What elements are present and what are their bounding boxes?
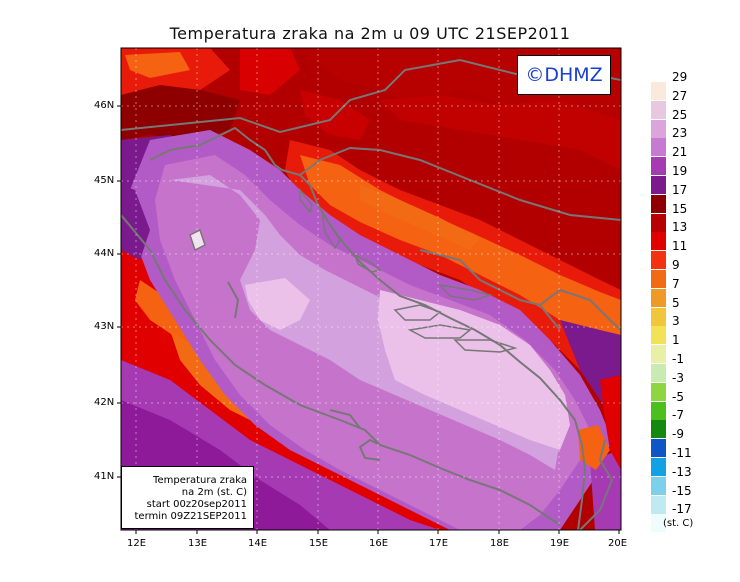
- colorbar-label: 21: [672, 145, 687, 159]
- colorbar-swatch: [651, 251, 666, 269]
- colorbar-label: -7: [672, 408, 684, 422]
- colorbar-label: 29: [672, 70, 687, 84]
- dhmz-logo: ©DHMZ: [517, 55, 611, 95]
- colorbar-label: 3: [672, 314, 680, 328]
- lat-label: 42N: [94, 397, 114, 408]
- info-line-3: start 00z20sep2011: [122, 499, 247, 511]
- lat-label: 46N: [94, 100, 114, 111]
- colorbar-swatch: [651, 195, 666, 213]
- colorbar-swatch: [651, 176, 666, 194]
- lon-label: 15E: [309, 538, 328, 549]
- info-line-2: na 2m (st. C): [122, 487, 247, 499]
- colorbar-label: 1: [672, 333, 680, 347]
- colorbar-label: 27: [672, 89, 687, 103]
- colorbar-label: 9: [672, 258, 680, 272]
- colorbar-label: 25: [672, 108, 687, 122]
- colorbar-swatch: [651, 364, 666, 382]
- colorbar-label: 7: [672, 277, 680, 291]
- colorbar-swatch: [651, 101, 666, 119]
- lat-label: 43N: [94, 321, 114, 332]
- colorbar-swatch: [651, 383, 666, 401]
- lon-label: 14E: [248, 538, 267, 549]
- colorbar-label: -1: [672, 352, 684, 366]
- colorbar-label: -3: [672, 371, 684, 385]
- colorbar-swatch: [651, 420, 666, 438]
- colorbar-swatch: [651, 402, 666, 420]
- colorbar-unit: (st. C): [663, 518, 693, 529]
- colorbar-swatch: [651, 477, 666, 495]
- lon-label: 20E: [608, 538, 627, 549]
- colorbar-swatch: [651, 326, 666, 344]
- lon-label: 16E: [369, 538, 388, 549]
- colorbar-swatch: [651, 308, 666, 326]
- lat-label: 44N: [94, 248, 114, 259]
- colorbar-swatch: [651, 120, 666, 138]
- colorbar-label: 11: [672, 239, 687, 253]
- info-box: Temperatura zraka na 2m (st. C) start 00…: [121, 466, 254, 529]
- colorbar-label: 17: [672, 183, 687, 197]
- lon-label: 19E: [550, 538, 569, 549]
- colorbar-swatch: [651, 496, 666, 514]
- colorbar-swatch: [651, 214, 666, 232]
- colorbar-swatch: [651, 345, 666, 363]
- colorbar-label: 19: [672, 164, 687, 178]
- colorbar-label: 23: [672, 126, 687, 140]
- lat-label: 45N: [94, 175, 114, 186]
- colorbar-label: 15: [672, 202, 687, 216]
- lon-label: 12E: [127, 538, 146, 549]
- lon-label: 13E: [188, 538, 207, 549]
- colorbar-label: 5: [672, 296, 680, 310]
- lon-label: 17E: [429, 538, 448, 549]
- colorbar-swatch: [651, 289, 666, 307]
- colorbar-label: 13: [672, 220, 687, 234]
- info-line-4: termin 09Z21SEP2011: [122, 511, 247, 523]
- colorbar-label: -9: [672, 427, 684, 441]
- colorbar-swatch: [651, 82, 666, 100]
- colorbar-swatch: [651, 458, 666, 476]
- lon-label: 18E: [490, 538, 509, 549]
- colorbar-swatch: [651, 138, 666, 156]
- lat-label: 41N: [94, 471, 114, 482]
- colorbar-label: -11: [672, 446, 692, 460]
- colorbar-label: -5: [672, 390, 684, 404]
- colorbar-swatch: [651, 270, 666, 288]
- colorbar-swatch: [651, 232, 666, 250]
- colorbar-swatch: [651, 439, 666, 457]
- info-line-1: Temperatura zraka: [122, 475, 247, 487]
- colorbar-swatch: [651, 157, 666, 175]
- colorbar-label: -17: [672, 502, 692, 516]
- colorbar-label: -13: [672, 465, 692, 479]
- colorbar-label: -15: [672, 484, 692, 498]
